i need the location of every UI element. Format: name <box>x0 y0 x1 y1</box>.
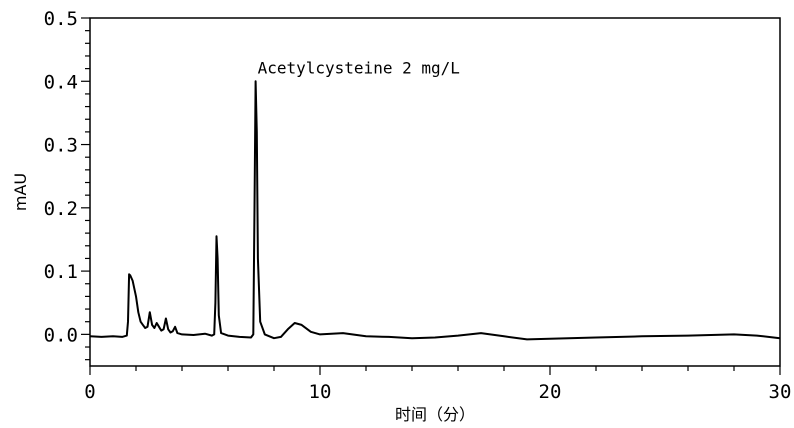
series-line <box>89 80 781 341</box>
y-tick-label: 0.0 <box>44 324 78 346</box>
y-tick-label: 0.4 <box>44 71 78 93</box>
x-tick-label: 30 <box>769 381 792 403</box>
y-tick-label: 0.3 <box>44 135 78 157</box>
axes <box>89 17 781 367</box>
x-tick-label: 0 <box>84 381 95 403</box>
ticks: 0.0 0.1 0.2 0.3 0.4 0.5 0 10 20 30 <box>44 8 792 403</box>
y-tick-label: 0.2 <box>44 198 78 220</box>
plot-frame <box>89 17 781 367</box>
peak-annotation: Acetylcysteine 2 mg/L <box>258 58 460 77</box>
x-axis-title: 时间（分） <box>395 405 475 424</box>
y-axis-title: mAU <box>11 173 30 211</box>
y-tick-label: 0.5 <box>44 8 78 30</box>
y-tick-label: 0.1 <box>44 261 78 283</box>
x-tick-label: 10 <box>309 381 332 403</box>
x-tick-label: 20 <box>539 381 562 403</box>
